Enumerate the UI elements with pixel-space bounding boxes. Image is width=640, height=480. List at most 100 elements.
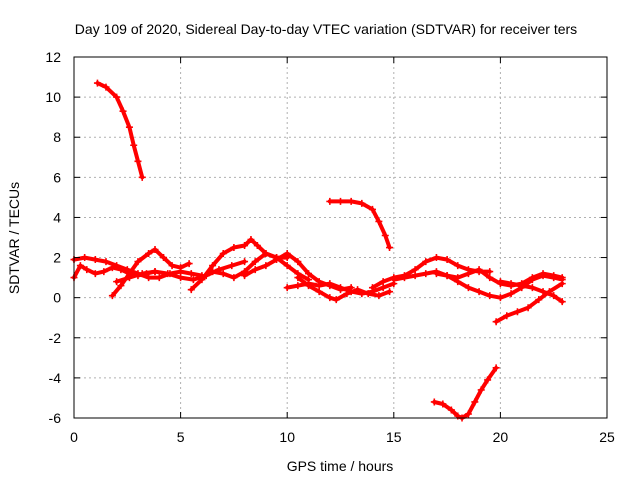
data-point [364,290,372,298]
data-point [484,376,492,384]
data-point [164,270,172,278]
data-point [464,270,472,278]
data-point [230,244,238,252]
series-line [327,199,392,250]
y-tick-label: 10 [45,89,61,105]
data-point [209,262,217,270]
data-point [125,274,133,282]
x-tick-label: 25 [599,429,615,445]
data-point [475,266,483,274]
x-tick-label: 0 [70,429,78,445]
data-point [386,244,394,252]
series-arc-13 [368,254,494,292]
data-point [550,272,558,280]
data-point [332,296,340,304]
data-point [177,274,185,282]
data-point [187,286,195,294]
data-point [283,262,291,270]
data-point [315,288,323,296]
data-point [558,280,566,288]
data-point [518,282,526,290]
data-point [337,284,344,292]
data-point [100,268,108,276]
data-point [422,270,430,278]
data-point [294,274,302,282]
data-point [151,268,159,276]
data-point [138,173,146,181]
data-point [251,266,259,274]
y-tick-label: -4 [49,370,62,386]
data-point [368,205,376,213]
data-point [209,268,217,276]
series-arc-1 [93,79,146,181]
data-point [177,264,185,272]
data-point [241,258,249,266]
data-point [251,258,259,266]
data-point [422,258,430,266]
data-point [189,276,197,284]
data-point [119,107,127,115]
data-point [283,284,291,292]
data-point [558,298,566,306]
y-tick-label: 2 [53,250,61,266]
data-point [305,270,313,278]
y-tick-label: 4 [53,209,61,225]
data-point [102,258,110,266]
series-arc-16 [492,280,566,326]
data-point [326,294,334,302]
data-point [528,284,536,292]
data-point [507,280,515,288]
data-point [524,304,532,312]
data-point [492,318,500,326]
x-axis-label: GPS time / hours [287,458,394,474]
data-point [343,290,351,298]
data-point [134,157,142,165]
data-point [496,294,504,302]
data-point [241,242,249,250]
data-point [379,278,387,286]
plot-frame [73,56,608,419]
data-point [241,272,249,280]
data-point [400,274,408,282]
data-point [492,364,500,372]
data-point [337,197,344,205]
data-point [411,266,419,274]
x-tick-label: 5 [177,429,185,445]
data-point [102,83,110,91]
data-point [558,274,566,282]
data-point [539,270,547,278]
data-point [134,258,142,266]
data-point [117,282,125,290]
x-tick-label: 15 [386,429,402,445]
data-point [326,280,334,288]
data-point [454,262,462,270]
data-point [354,286,362,294]
data-point [253,242,261,250]
data-point [507,290,515,298]
data-point [247,236,255,244]
y-tick-label: 6 [53,169,61,185]
data-point [390,276,398,284]
data-point [379,284,387,292]
data-point [411,272,419,280]
data-series [70,79,566,422]
data-point [375,217,383,225]
data-point [386,288,394,296]
y-tick-label: 0 [53,290,61,306]
data-point [187,270,195,278]
data-point [503,312,511,320]
data-point [432,254,440,262]
data-point [443,256,451,264]
y-tick-label: -6 [49,410,62,426]
data-point [130,141,138,149]
data-point [375,292,383,300]
y-tick-label: 12 [45,49,61,65]
data-point [528,274,536,282]
data-point [198,274,206,282]
data-point [550,292,558,300]
data-point [381,231,389,239]
data-point [326,197,334,205]
data-point [486,268,494,276]
data-point [117,266,125,274]
